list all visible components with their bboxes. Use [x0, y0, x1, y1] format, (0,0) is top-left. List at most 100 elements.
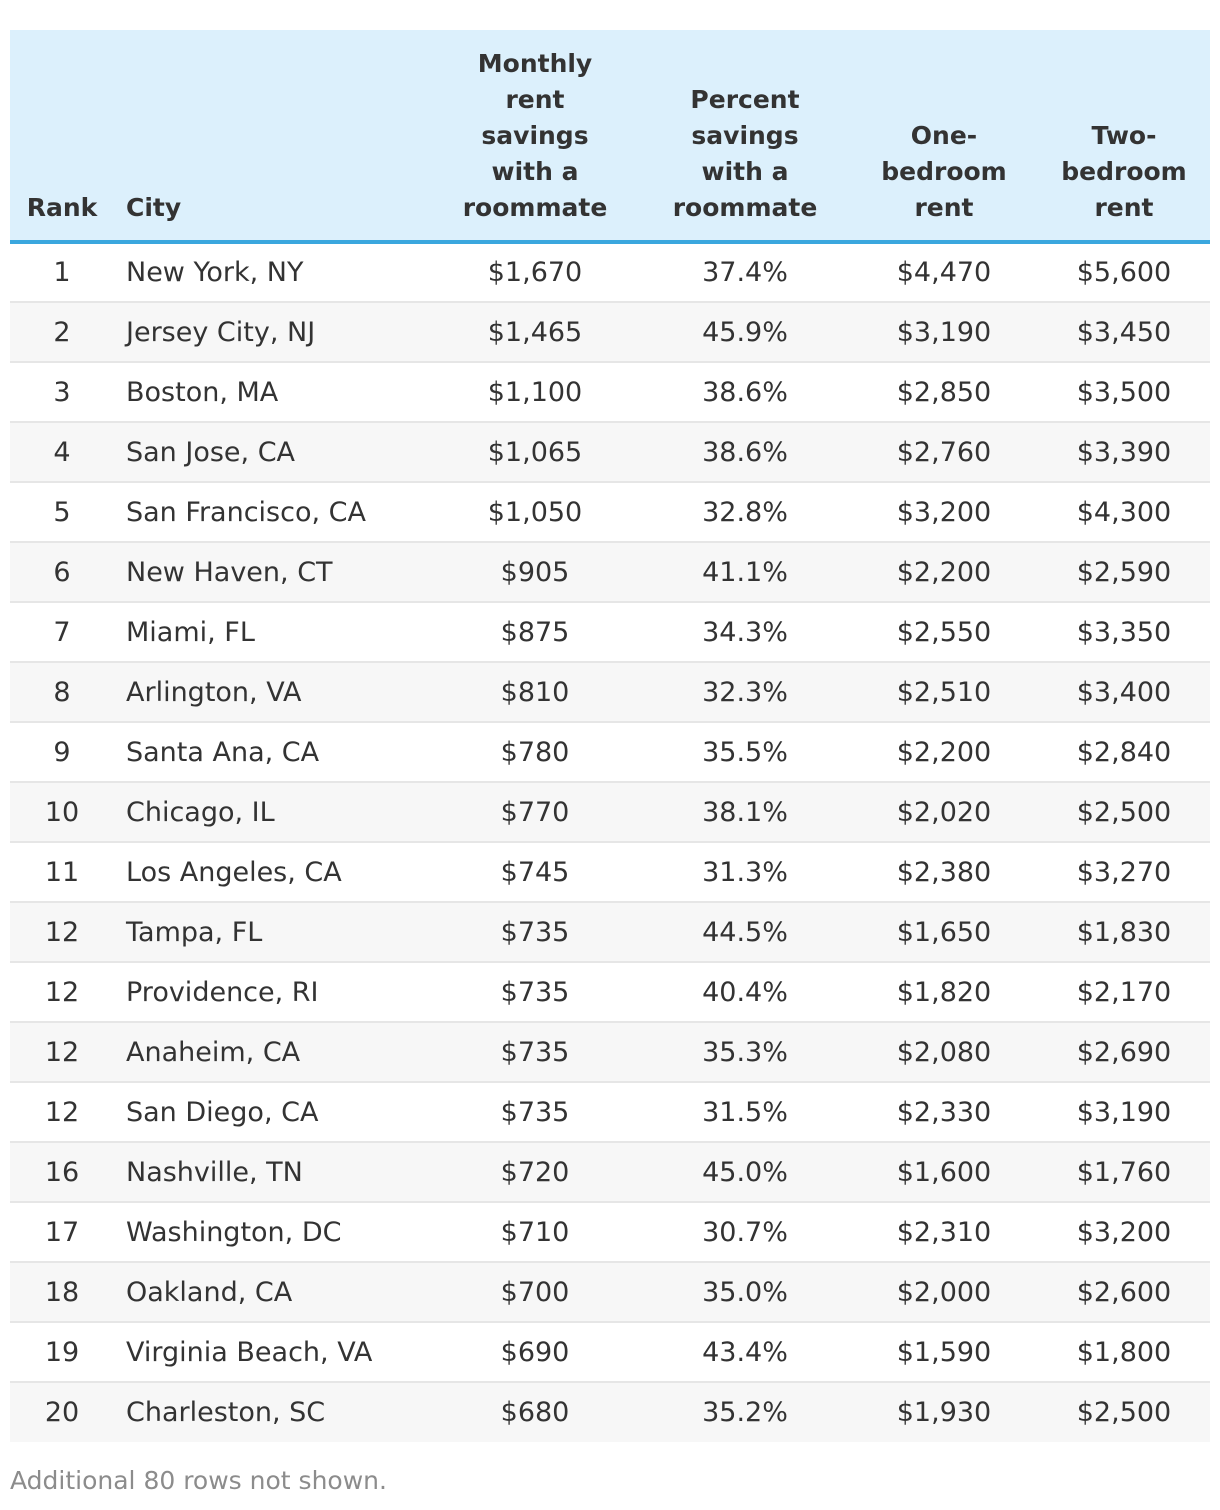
- cell-one-bedroom-rent: $2,510: [850, 662, 1038, 723]
- table-row: 12 San Diego, CA $735 31.5% $2,330 $3,190: [10, 1082, 1210, 1143]
- cell-one-bedroom-rent: $4,470: [850, 242, 1038, 303]
- header-one-bedroom-line: rent: [914, 193, 974, 222]
- cell-percent-savings: 45.9%: [640, 302, 850, 363]
- cell-rank: 7: [10, 602, 114, 663]
- header-percent-line: roommate: [672, 193, 818, 222]
- cell-rank: 8: [10, 662, 114, 723]
- cell-monthly-savings: $1,670: [430, 242, 640, 303]
- cell-rank: 12: [10, 1022, 114, 1083]
- cell-percent-savings: 31.5%: [640, 1082, 850, 1143]
- cell-city: Nashville, TN: [114, 1142, 430, 1203]
- header-savings-line: savings: [481, 121, 589, 150]
- cell-city: Charleston, SC: [126, 1397, 326, 1428]
- cell-two-bedroom-rent: $3,270: [1038, 842, 1210, 903]
- cell-monthly-savings: $735: [430, 1082, 640, 1143]
- footnote: Additional 80 rows not shown.: [10, 1466, 387, 1495]
- header-two-bedroom-line: bedroom: [1061, 157, 1187, 186]
- cell-two-bedroom-rent: $2,500: [1076, 1397, 1172, 1428]
- table-row: 20 Charleston, SC $680 35.2% $1,930 $2,500: [10, 1382, 1210, 1442]
- cell-city: Arlington, VA: [114, 662, 430, 723]
- cell-rank: 11: [10, 842, 114, 903]
- cell-monthly-savings: $1,065: [430, 422, 640, 483]
- cell-city: San Francisco, CA: [114, 482, 430, 543]
- cell-percent-savings: 31.3%: [640, 842, 850, 903]
- cell-monthly-savings: $780: [430, 722, 640, 783]
- cell-one-bedroom-rent: $2,000: [850, 1262, 1038, 1323]
- table-row: 6 New Haven, CT $905 41.1% $2,200 $2,590: [10, 542, 1210, 603]
- header-two-bedroom-line: Two-: [1091, 121, 1157, 150]
- cell-one-bedroom-rent: $3,190: [850, 302, 1038, 363]
- cell-one-bedroom-rent: $1,600: [850, 1142, 1038, 1203]
- cell-two-bedroom-rent: $1,800: [1038, 1322, 1210, 1383]
- cell-city: Miami, FL: [114, 602, 430, 663]
- cell-percent-savings: 38.6%: [640, 422, 850, 483]
- header-city: City: [114, 30, 430, 242]
- cell-one-bedroom-rent: $2,200: [850, 722, 1038, 783]
- table-row: 4 San Jose, CA $1,065 38.6% $2,760 $3,390: [10, 422, 1210, 483]
- cell-two-bedroom-rent: $3,500: [1038, 362, 1210, 423]
- cell-one-bedroom-rent: $1,650: [850, 902, 1038, 963]
- table-row: 12 Providence, RI $735 40.4% $1,820 $2,170: [10, 962, 1210, 1023]
- table-row: 12 Anaheim, CA $735 35.3% $2,080 $2,690: [10, 1022, 1210, 1083]
- cell-rank: 4: [10, 422, 114, 483]
- cell-city: Los Angeles, CA: [114, 842, 430, 903]
- cell-rank: 19: [10, 1322, 114, 1383]
- cell-one-bedroom-rent: $1,820: [850, 962, 1038, 1023]
- cell-monthly-savings: $905: [430, 542, 640, 603]
- table-row: 2 Jersey City, NJ $1,465 45.9% $3,190 $3,450: [10, 302, 1210, 363]
- cell-one-bedroom-rent: $1,930: [896, 1397, 992, 1428]
- cell-monthly-savings: $735: [430, 1022, 640, 1083]
- cell-one-bedroom-rent: $2,200: [850, 542, 1038, 603]
- header-rank-label: Rank: [26, 193, 98, 222]
- cell-monthly-savings: $875: [430, 602, 640, 663]
- cell-city: New Haven, CT: [114, 542, 430, 603]
- cell-monthly-savings: $1,050: [430, 482, 640, 543]
- cell-monthly-savings: $690: [430, 1322, 640, 1383]
- header-savings-line: rent: [505, 85, 565, 114]
- cell-rank: 20: [44, 1397, 80, 1428]
- cell-two-bedroom-rent: $3,350: [1038, 602, 1210, 663]
- table-body: 1 New York, NY $1,670 37.4% $4,470 $5,600 2 Jer…: [10, 242, 1210, 1442]
- cell-percent-savings: 32.8%: [640, 482, 850, 543]
- table-header: Rank City Monthly rent savings with a ro…: [10, 30, 1210, 242]
- header-city-label: City: [126, 193, 182, 222]
- cell-city: Jersey City, NJ: [114, 302, 430, 363]
- table-row: 5 San Francisco, CA $1,050 32.8% $3,200 $4,30…: [10, 482, 1210, 543]
- cell-rank: 16: [10, 1142, 114, 1203]
- table-row: 12 Tampa, FL $735 44.5% $1,650 $1,830: [10, 902, 1210, 963]
- header-percent-line: savings: [691, 121, 799, 150]
- cell-monthly-savings: $810: [430, 662, 640, 723]
- header-percent-line: Percent: [690, 85, 800, 114]
- cell-two-bedroom-rent: $3,390: [1038, 422, 1210, 483]
- cell-one-bedroom-rent: $1,590: [850, 1322, 1038, 1383]
- cell-two-bedroom-rent: $2,690: [1038, 1022, 1210, 1083]
- cell-one-bedroom-rent: $2,380: [850, 842, 1038, 903]
- cell-two-bedroom-rent: $3,190: [1038, 1082, 1210, 1143]
- cell-percent-savings: 34.3%: [640, 602, 850, 663]
- header-percent-line: with a: [701, 157, 789, 186]
- cell-city: Virginia Beach, VA: [114, 1322, 430, 1383]
- cell-one-bedroom-rent: $2,080: [850, 1022, 1038, 1083]
- cell-city: Oakland, CA: [114, 1262, 430, 1323]
- cell-city: Anaheim, CA: [114, 1022, 430, 1083]
- header-one-bedroom-line: One-: [910, 121, 978, 150]
- cell-city: San Diego, CA: [114, 1082, 430, 1143]
- cell-rank: 10: [10, 782, 114, 843]
- table-row: 17 Washington, DC $710 30.7% $2,310 $3,200: [10, 1202, 1210, 1263]
- cell-monthly-savings: $735: [430, 902, 640, 963]
- cell-percent-savings: 41.1%: [640, 542, 850, 603]
- table-row: 16 Nashville, TN $720 45.0% $1,600 $1,760: [10, 1142, 1210, 1203]
- cell-one-bedroom-rent: $2,760: [850, 422, 1038, 483]
- cell-rank: 6: [10, 542, 114, 603]
- header-two-bedroom: Two- bedroom rent: [1038, 30, 1210, 242]
- cell-monthly-savings: $710: [430, 1202, 640, 1263]
- table-row: 9 Santa Ana, CA $780 35.5% $2,200 $2,840: [10, 722, 1210, 783]
- cell-city: Tampa, FL: [114, 902, 430, 963]
- table-row: 18 Oakland, CA $700 35.0% $2,000 $2,600: [10, 1262, 1210, 1323]
- cell-rank: 2: [10, 302, 114, 363]
- cell-city: Providence, RI: [114, 962, 430, 1023]
- cell-two-bedroom-rent: $5,600: [1038, 242, 1210, 303]
- cell-two-bedroom-rent: $1,830: [1038, 902, 1210, 963]
- cell-percent-savings: 45.0%: [640, 1142, 850, 1203]
- cell-percent-savings: 35.5%: [640, 722, 850, 783]
